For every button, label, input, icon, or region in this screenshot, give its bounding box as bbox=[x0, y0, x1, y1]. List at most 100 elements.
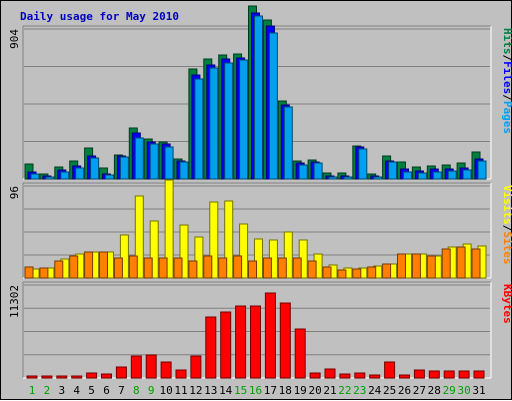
x-tick-label-day-12: 12 bbox=[189, 384, 202, 397]
x-tick-label-day-13: 13 bbox=[204, 384, 217, 397]
bar-sites-day-5 bbox=[84, 251, 94, 279]
x-tick-label-day-25: 25 bbox=[383, 384, 396, 397]
bar-sites-day-21 bbox=[322, 266, 332, 279]
bar-sites-day-20 bbox=[307, 260, 317, 279]
bar-pages-day-1 bbox=[30, 173, 40, 180]
x-tick-label-day-29: 29 bbox=[443, 384, 456, 397]
chart-title: Daily usage for May 2010 bbox=[20, 10, 179, 23]
bar-kbytes-day-6 bbox=[101, 373, 112, 379]
bar-kbytes-day-27 bbox=[413, 369, 425, 379]
legend-visits: Visits bbox=[501, 185, 512, 225]
bar-kbytes-day-30 bbox=[458, 370, 470, 379]
bar-visits-day-8 bbox=[134, 195, 144, 279]
bar-kbytes-day-5 bbox=[86, 372, 98, 379]
bar-sites-day-19 bbox=[292, 257, 302, 279]
bar-pages-day-22 bbox=[343, 176, 353, 180]
bar-pages-day-18 bbox=[283, 106, 293, 180]
bar-pages-day-8 bbox=[134, 137, 144, 180]
bar-visits-day-14 bbox=[224, 200, 234, 279]
bar-kbytes-day-24 bbox=[369, 374, 381, 379]
x-tick-label-day-21: 21 bbox=[323, 384, 336, 397]
bar-pages-day-19 bbox=[298, 164, 308, 180]
bar-kbytes-day-16 bbox=[250, 305, 261, 379]
legend: KBytes bbox=[501, 284, 512, 324]
x-tick-label-day-7: 7 bbox=[118, 384, 125, 397]
bar-kbytes-day-23 bbox=[354, 372, 366, 379]
bar-kbytes-day-1 bbox=[26, 375, 38, 379]
bar-pages-day-30 bbox=[462, 169, 472, 180]
legend-files: Files bbox=[501, 61, 512, 94]
bar-visits-day-16 bbox=[254, 238, 263, 279]
bar-kbytes-day-28 bbox=[428, 370, 440, 379]
x-tick-label-day-31: 31 bbox=[472, 384, 485, 397]
legend-kbytes: KBytes bbox=[501, 284, 512, 324]
bar-sites-day-18 bbox=[277, 257, 287, 279]
bar-visits-day-9 bbox=[149, 220, 159, 279]
bar-pages-day-16 bbox=[254, 15, 263, 180]
bar-sites-day-26 bbox=[397, 253, 406, 279]
x-tick-label-day-15: 15 bbox=[234, 384, 247, 397]
legend: Hits/Files/Pages bbox=[501, 28, 512, 134]
bar-kbytes-day-15 bbox=[235, 305, 247, 379]
bar-kbytes-day-12 bbox=[190, 355, 202, 379]
bar-visits-day-11 bbox=[179, 224, 189, 279]
bar-visits-day-18 bbox=[283, 231, 293, 279]
bar-sites-day-2 bbox=[39, 267, 49, 279]
x-tick-label-day-26: 26 bbox=[398, 384, 411, 397]
bar-sites-day-23 bbox=[352, 268, 362, 279]
x-tick-label-day-4: 4 bbox=[73, 384, 80, 397]
bar-sites-day-6 bbox=[99, 251, 108, 279]
bar-pages-day-29 bbox=[447, 170, 457, 180]
bar-visits-day-10 bbox=[164, 179, 174, 279]
y-axis-max-label: 11302 bbox=[8, 285, 21, 318]
bar-kbytes-day-21 bbox=[324, 368, 336, 379]
bar-pages-day-6 bbox=[105, 174, 114, 180]
bar-sites-day-31 bbox=[471, 248, 481, 279]
bar-pages-day-31 bbox=[477, 160, 487, 180]
bar-pages-day-24 bbox=[373, 176, 383, 180]
bar-pages-day-9 bbox=[149, 143, 159, 180]
bar-pages-day-3 bbox=[60, 171, 70, 180]
bar-sites-day-13 bbox=[203, 255, 213, 279]
bar-sites-day-24 bbox=[367, 266, 377, 279]
bar-sites-day-10 bbox=[158, 257, 168, 279]
bar-sites-day-22 bbox=[337, 269, 347, 279]
bar-kbytes-day-17 bbox=[264, 292, 276, 379]
x-tick-label-day-9: 9 bbox=[148, 384, 155, 397]
bar-sites-day-25 bbox=[382, 263, 392, 279]
legend-sites: Sites bbox=[501, 231, 512, 264]
bar-visits-day-12 bbox=[194, 236, 204, 279]
bar-visits-day-7 bbox=[119, 234, 129, 279]
x-tick-label-day-24: 24 bbox=[368, 384, 382, 397]
x-tick-label-day-1: 1 bbox=[29, 384, 36, 397]
bar-sites-day-16 bbox=[248, 260, 257, 279]
legend: Visits/Sites bbox=[501, 185, 512, 265]
bar-kbytes-day-9 bbox=[145, 354, 157, 379]
bar-kbytes-day-20 bbox=[309, 372, 321, 379]
bar-kbytes-day-22 bbox=[339, 373, 351, 379]
bar-sites-day-27 bbox=[411, 253, 421, 279]
bar-kbytes-day-4 bbox=[71, 375, 83, 379]
legend-pages: Pages bbox=[501, 101, 512, 134]
bar-sites-day-14 bbox=[218, 257, 228, 279]
bar-pages-day-26 bbox=[403, 171, 412, 180]
x-tick-label-day-11: 11 bbox=[174, 384, 187, 397]
bar-sites-day-17 bbox=[262, 257, 272, 279]
bar-kbytes-day-2 bbox=[41, 375, 53, 379]
bar-kbytes-day-8 bbox=[130, 355, 142, 379]
bar-sites-day-28 bbox=[426, 255, 436, 279]
bar-pages-day-25 bbox=[388, 161, 398, 180]
x-tick-label-day-5: 5 bbox=[88, 384, 95, 397]
x-tick-label-day-23: 23 bbox=[353, 384, 366, 397]
bar-pages-day-12 bbox=[194, 78, 204, 180]
bar-kbytes-day-10 bbox=[160, 361, 172, 379]
bar-pages-day-27 bbox=[417, 172, 427, 180]
bar-sites-day-9 bbox=[143, 257, 153, 279]
x-tick-label-day-17: 17 bbox=[264, 384, 277, 397]
bar-kbytes-day-18 bbox=[279, 302, 291, 379]
bar-pages-day-10 bbox=[164, 146, 174, 180]
bar-sites-day-8 bbox=[128, 255, 138, 279]
x-tick-label-day-28: 28 bbox=[428, 384, 441, 397]
bar-visits-day-15 bbox=[239, 223, 249, 279]
bar-kbytes-day-31 bbox=[473, 370, 485, 379]
